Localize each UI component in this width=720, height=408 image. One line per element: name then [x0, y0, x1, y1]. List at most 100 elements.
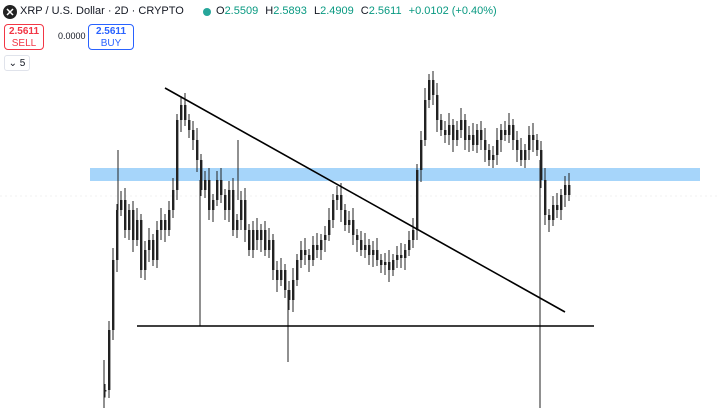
indicator-count: 5: [19, 58, 26, 69]
buy-button[interactable]: 2.5611 BUY: [88, 24, 134, 50]
candles: [103, 71, 571, 408]
candle-body: [208, 180, 211, 210]
buy-label: BUY: [100, 38, 122, 49]
candle-body: [352, 220, 355, 235]
xrp-icon: [3, 5, 17, 19]
ohlc-label: H: [265, 5, 274, 17]
candle-body: [476, 130, 479, 145]
candle-body: [128, 210, 131, 230]
candle-body: [136, 220, 139, 240]
trendline: [164, 87, 566, 313]
candle-body: [372, 250, 375, 255]
candle-body: [308, 255, 311, 260]
candle-body: [568, 185, 571, 195]
candle-body: [524, 150, 527, 160]
candle-body: [488, 150, 491, 160]
candle-body: [276, 270, 279, 280]
candle-body: [272, 240, 275, 270]
candle-body: [168, 210, 171, 230]
candle-body: [380, 260, 383, 265]
candle-body: [220, 180, 223, 195]
candle-body: [232, 190, 235, 230]
candle-body: [404, 250, 407, 258]
ohlc-value: 2.5893: [273, 5, 307, 17]
candle-body: [164, 220, 167, 230]
candle-body: [216, 180, 219, 200]
candle-body: [416, 170, 419, 230]
candle-body: [288, 290, 291, 300]
candle-body: [348, 220, 351, 225]
candle-body: [148, 240, 151, 250]
candle-body: [396, 255, 399, 260]
ohlc-label: L: [313, 5, 321, 17]
candle-body: [376, 250, 379, 260]
sell-price: 2.5611: [8, 26, 40, 37]
candle-body: [556, 205, 559, 210]
candle-body: [448, 125, 451, 135]
candle-body: [224, 195, 227, 210]
candle-body: [468, 135, 471, 140]
candle-body: [552, 205, 555, 220]
candle-body: [340, 195, 343, 210]
change: +0.0102 (+0.40%): [408, 5, 497, 17]
candle-body: [120, 200, 123, 210]
candle-body: [268, 240, 271, 250]
candle-body: [328, 220, 331, 235]
candle-body: [336, 195, 339, 200]
candle-body: [316, 245, 319, 250]
candle-body: [492, 155, 495, 160]
candle-body: [260, 230, 263, 240]
candle-body: [188, 120, 191, 130]
candle-body: [196, 140, 199, 160]
candle-body: [300, 250, 303, 260]
candle-body: [312, 245, 315, 260]
candle-body: [400, 255, 403, 258]
sell-label: SELL: [11, 38, 37, 49]
spread: 0.0000: [58, 31, 86, 41]
candle-body: [256, 230, 259, 240]
candle-body: [236, 220, 239, 230]
candle-body: [108, 330, 111, 390]
candle-body: [384, 262, 387, 265]
candle-body: [536, 140, 539, 150]
candle-body: [532, 135, 535, 140]
candle-body: [176, 120, 179, 190]
candle-body: [212, 200, 215, 210]
candle-body: [332, 200, 335, 220]
candle-body: [364, 245, 367, 250]
candle-body: [560, 195, 563, 210]
candle-body: [104, 390, 107, 392]
candle-body: [420, 140, 423, 170]
candle-body: [428, 80, 431, 100]
candle-body: [240, 200, 243, 220]
candle-body: [480, 130, 483, 140]
ohlc-value: 2.4909: [320, 5, 354, 17]
indicators-toggle[interactable]: ⌄ 5: [4, 55, 30, 71]
candle-body: [444, 130, 447, 135]
candle-body: [548, 215, 551, 220]
candle-body: [512, 125, 515, 140]
candle-body: [408, 240, 411, 250]
candle-body: [424, 100, 427, 140]
candle-body: [320, 240, 323, 250]
candle-body: [184, 105, 187, 120]
candle-body: [496, 140, 499, 155]
candle-body: [452, 125, 455, 140]
candle-body: [124, 200, 127, 230]
candle-body: [152, 240, 155, 260]
candle-body: [500, 130, 503, 140]
candle-body: [388, 262, 391, 270]
candle-body: [112, 260, 115, 330]
candle-body: [472, 135, 475, 145]
sell-button[interactable]: 2.5611 SELL: [4, 24, 44, 50]
candle-body: [192, 130, 195, 140]
candle-body: [204, 180, 207, 190]
candle-body: [116, 210, 119, 260]
candle-body: [344, 210, 347, 225]
ohlc-label: O: [216, 5, 225, 17]
candle-body: [284, 270, 287, 290]
buy-price: 2.5611: [95, 26, 127, 37]
ohlc-value: 2.5509: [224, 5, 259, 17]
candle-body: [368, 245, 371, 255]
